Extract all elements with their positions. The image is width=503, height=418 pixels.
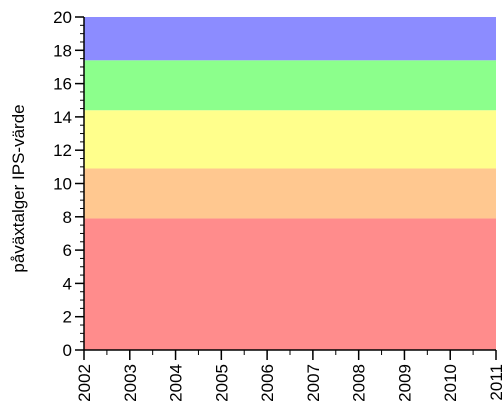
y-tick-label: 20 — [53, 8, 72, 27]
y-tick-label: 0 — [63, 341, 72, 360]
x-tick-label: 2008 — [350, 364, 369, 402]
x-tick-label: 2006 — [258, 364, 277, 402]
y-axis-title: påväxtalger IPS-värde — [9, 104, 28, 272]
x-tick-label: 2010 — [441, 364, 460, 402]
status-bands — [84, 17, 496, 350]
x-tick-label: 2007 — [304, 364, 323, 402]
y-tick-label: 18 — [53, 41, 72, 60]
x-tick-label: 2003 — [121, 364, 140, 402]
y-tick-label: 12 — [53, 141, 72, 160]
status-band-2 — [84, 110, 496, 169]
status-band-0 — [84, 218, 496, 350]
x-tick-labels: 2002 2003 2004 2005 2006 2007 2008 2009 2010 2011 — [75, 364, 503, 402]
x-tick-label: 2002 — [75, 364, 94, 402]
y-tick-labels: 0 2 4 6 8 10 12 14 16 18 20 — [53, 8, 72, 360]
x-tick-label: 2005 — [212, 364, 231, 402]
y-tick-label: 6 — [63, 241, 72, 260]
status-band-4 — [84, 17, 496, 61]
y-tick-label: 14 — [53, 108, 72, 127]
x-tick-label: 2009 — [395, 364, 414, 402]
x-tick-label: 2011 — [487, 364, 503, 401]
y-tick-label: 2 — [63, 308, 72, 327]
tick-marks — [75, 16, 497, 360]
y-tick-label: 4 — [63, 274, 72, 293]
y-tick-label: 8 — [63, 208, 72, 227]
y-tick-label: 16 — [53, 75, 72, 94]
x-tick-label: 2004 — [167, 364, 186, 402]
status-band-1 — [84, 168, 496, 219]
status-band-3 — [84, 60, 496, 111]
y-tick-label: 10 — [53, 175, 72, 194]
